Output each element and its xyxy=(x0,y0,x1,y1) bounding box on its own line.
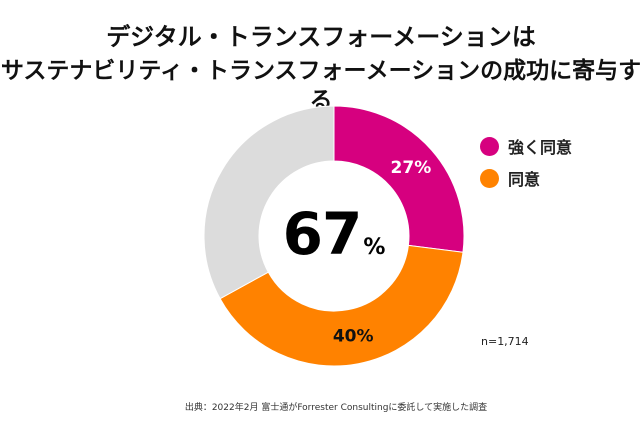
center-total-label: 67% xyxy=(262,205,406,263)
source-note: 出典：2022年2月 富士通がForrester Consultingに委託して… xyxy=(184,403,488,413)
legend-label-agree: 同意 xyxy=(508,170,541,189)
chart-title-line-2: サステナビリティ・トランスフォーメーションの成功に寄与する xyxy=(0,58,642,114)
donut-slice-label-0: 27% xyxy=(391,158,432,178)
center-total-unit: % xyxy=(363,235,386,260)
legend: 強く同意 同意 xyxy=(480,134,572,198)
chart-title-line-1: デジタル・トランスフォーメーションは xyxy=(106,23,536,51)
donut-slice-1 xyxy=(219,244,464,367)
center-total-value: 67 xyxy=(282,200,363,268)
donut-slice-label-1: 40% xyxy=(333,327,374,347)
sample-size: n=1,714 xyxy=(481,335,529,348)
legend-label-strongly-agree: 強く同意 xyxy=(508,138,573,157)
legend-swatch-strongly-agree xyxy=(480,136,499,156)
legend-item-agree: 同意 xyxy=(480,166,572,190)
donut-slice-0 xyxy=(333,105,465,253)
legend-swatch-agree xyxy=(480,168,499,188)
donut-slice-2 xyxy=(203,105,335,300)
legend-item-strongly-agree: 強く同意 xyxy=(480,134,572,158)
